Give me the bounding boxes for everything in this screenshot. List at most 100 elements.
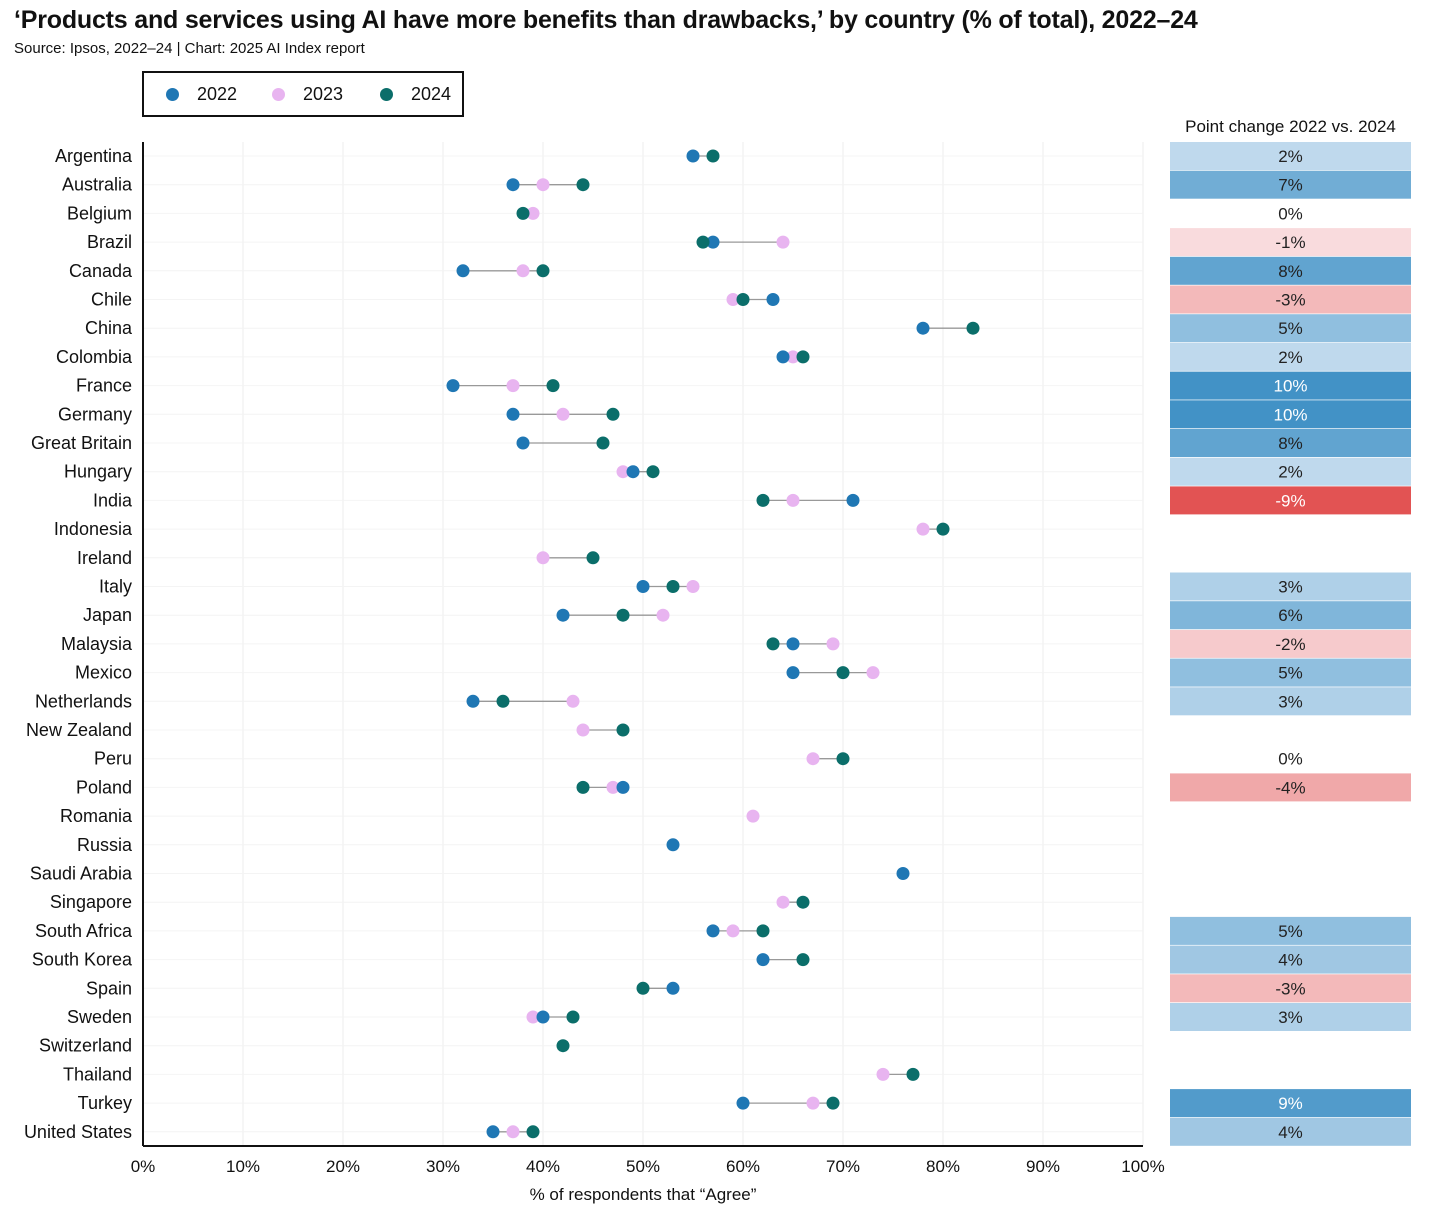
change-value: 3%	[1278, 1008, 1303, 1027]
change-cell	[1170, 1089, 1411, 1118]
country-label: Turkey	[78, 1093, 132, 1113]
legend-label-2022: 2022	[197, 83, 238, 104]
chart-title: ‘Products and services using AI have mor…	[14, 6, 1198, 34]
country-label: Russia	[77, 835, 133, 855]
country-label: Colombia	[56, 347, 133, 367]
legend-label-2023: 2023	[303, 83, 344, 104]
country-label: South Africa	[35, 921, 133, 941]
point-2024	[646, 465, 660, 479]
change-value: 8%	[1278, 262, 1303, 281]
change-value: -3%	[1275, 291, 1305, 310]
country-label: Italy	[99, 577, 132, 597]
point-2023	[776, 235, 790, 249]
legend-item-2022: 2022	[166, 73, 237, 115]
point-2022	[756, 953, 770, 967]
x-tick-label: 100%	[1121, 1157, 1164, 1176]
change-value: 5%	[1278, 922, 1303, 941]
point-2024	[516, 206, 530, 220]
x-tick-label: 10%	[226, 1157, 260, 1176]
country-label: Ireland	[77, 548, 132, 568]
change-value: -1%	[1275, 233, 1305, 252]
point-2022	[636, 580, 650, 593]
change-value: 6%	[1278, 606, 1303, 625]
country-label: United States	[24, 1122, 132, 1142]
change-panel-header: Point change 2022 vs. 2024	[1185, 117, 1396, 136]
change-value: 2%	[1278, 147, 1303, 166]
point-2023	[776, 895, 790, 909]
point-2023	[536, 551, 550, 565]
point-2024	[496, 694, 510, 708]
country-label: Saudi Arabia	[30, 864, 133, 884]
point-2024	[596, 436, 610, 450]
country-label: New Zealand	[26, 720, 132, 740]
country-label: Poland	[76, 777, 132, 797]
point-2024	[586, 551, 600, 565]
change-value: -2%	[1275, 635, 1305, 654]
change-cell	[1170, 314, 1411, 343]
country-label: Romania	[60, 806, 133, 826]
point-2024	[736, 293, 750, 306]
point-2022	[786, 666, 800, 680]
point-2023	[506, 379, 520, 393]
country-label: Germany	[58, 404, 132, 424]
x-tick-label: 60%	[726, 1157, 760, 1176]
change-cell	[1170, 687, 1411, 716]
point-2024	[566, 1010, 580, 1024]
country-label: Sweden	[67, 1007, 132, 1027]
country-label: Netherlands	[35, 691, 132, 711]
change-value: 4%	[1278, 951, 1303, 970]
point-2023	[746, 809, 760, 823]
change-cell	[1170, 342, 1411, 371]
point-2024	[796, 895, 810, 909]
point-2022	[486, 1125, 500, 1139]
x-tick-label: 30%	[426, 1157, 460, 1176]
point-2023	[826, 637, 840, 651]
change-value: 9%	[1278, 1094, 1303, 1113]
change-value: 8%	[1278, 434, 1303, 453]
change-value: 4%	[1278, 1123, 1303, 1142]
country-label: Switzerland	[39, 1036, 132, 1056]
country-label: Malaysia	[61, 634, 133, 654]
country-label: Spain	[86, 978, 132, 998]
change-value: 2%	[1278, 348, 1303, 367]
x-tick-label: 40%	[526, 1157, 560, 1176]
point-2024	[606, 407, 620, 421]
point-2024	[766, 637, 780, 651]
point-2023	[566, 694, 580, 708]
change-cell	[1170, 572, 1411, 601]
change-value: 0%	[1278, 750, 1303, 769]
point-2022	[786, 637, 800, 651]
x-tick-label: 0%	[131, 1157, 156, 1176]
country-label: Brazil	[87, 232, 132, 252]
point-2023	[576, 723, 590, 737]
point-2022	[776, 350, 790, 364]
point-2024	[756, 924, 770, 938]
point-2023	[526, 206, 540, 220]
point-2024	[706, 149, 720, 163]
x-tick-label: 70%	[826, 1157, 860, 1176]
x-tick-label: 20%	[326, 1157, 360, 1176]
point-2023	[806, 752, 820, 766]
country-label: China	[85, 318, 133, 338]
point-2024	[966, 321, 980, 335]
point-2022	[626, 465, 640, 479]
country-label: South Korea	[32, 950, 133, 970]
point-2023	[526, 1010, 540, 1024]
point-2024	[636, 981, 650, 995]
legend: 2022 2023 2024	[142, 71, 464, 117]
point-2023	[726, 924, 740, 938]
point-2023	[686, 580, 700, 593]
point-2023	[876, 1067, 890, 1081]
country-label: Belgium	[67, 203, 132, 223]
point-2024	[836, 752, 850, 766]
legend-marker-2022	[166, 87, 179, 101]
country-label: Australia	[62, 175, 133, 195]
point-2022	[846, 493, 860, 507]
point-2022	[766, 293, 780, 306]
point-2022	[506, 407, 520, 421]
country-label: Singapore	[50, 892, 132, 912]
x-tick-label: 80%	[926, 1157, 960, 1176]
change-cell	[1170, 658, 1411, 687]
change-value: 10%	[1273, 405, 1307, 424]
point-2023	[786, 350, 800, 364]
